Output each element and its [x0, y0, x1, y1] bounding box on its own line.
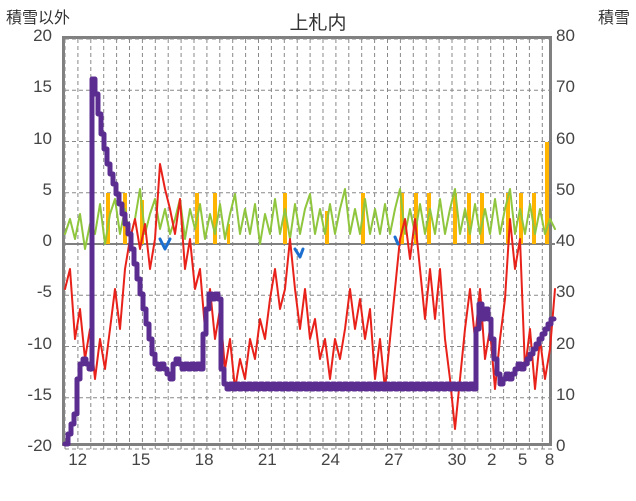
right-axis-tick-3: 50 [556, 180, 575, 200]
left-axis-title: 積雪以外 [6, 4, 70, 28]
left-axis-tick-2: 10 [33, 129, 52, 149]
left-axis-tick-8: -20 [27, 436, 52, 456]
right-axis-tick-4: 40 [556, 231, 575, 251]
x-axis-tick-9: 8 [545, 450, 554, 470]
right-axis-tick-6: 20 [556, 334, 575, 354]
x-axis-tick-5: 27 [384, 450, 403, 470]
x-axis-tick-2: 18 [195, 450, 214, 470]
right-axis-tick-0: 80 [556, 26, 575, 46]
x-axis-tick-0: 12 [68, 450, 87, 470]
x-axis-tick-8: 5 [518, 450, 527, 470]
left-axis-tick-6: -10 [27, 334, 52, 354]
right-axis-tick-2: 60 [556, 129, 575, 149]
left-axis-tick-0: 20 [33, 26, 52, 46]
left-axis-tick-7: -15 [27, 385, 52, 405]
chart-container: 上札内 積雪以外 積雪 20 15 10 5 0 -5 -10 -15 -20 … [0, 0, 636, 501]
right-axis-tick-8: 0 [556, 436, 565, 456]
purple-data-line [65, 79, 554, 444]
right-axis-labels: 80 70 60 50 40 30 20 10 0 [552, 36, 608, 446]
left-axis-tick-4: 0 [43, 231, 52, 251]
right-axis-tick-7: 10 [556, 385, 575, 405]
x-axis-tick-6: 30 [447, 450, 466, 470]
right-axis-tick-1: 70 [556, 77, 575, 97]
plot-area [62, 36, 552, 446]
x-axis-tick-3: 21 [258, 450, 277, 470]
x-axis-labels: 12 15 18 21 24 27 30 2 5 8 [62, 448, 552, 478]
left-axis-labels: 20 15 10 5 0 -5 -10 -15 -20 [0, 36, 56, 446]
left-axis-tick-3: 5 [43, 180, 52, 200]
right-axis-tick-5: 30 [556, 282, 575, 302]
x-axis-tick-4: 24 [321, 450, 340, 470]
right-axis-title: 積雪 [598, 4, 630, 28]
left-axis-tick-1: 15 [33, 77, 52, 97]
chart-title: 上札内 [0, 8, 636, 35]
x-axis-tick-1: 15 [131, 450, 150, 470]
x-axis-tick-7: 2 [487, 450, 496, 470]
plot-svg [65, 39, 555, 449]
left-axis-tick-5: -5 [37, 282, 52, 302]
